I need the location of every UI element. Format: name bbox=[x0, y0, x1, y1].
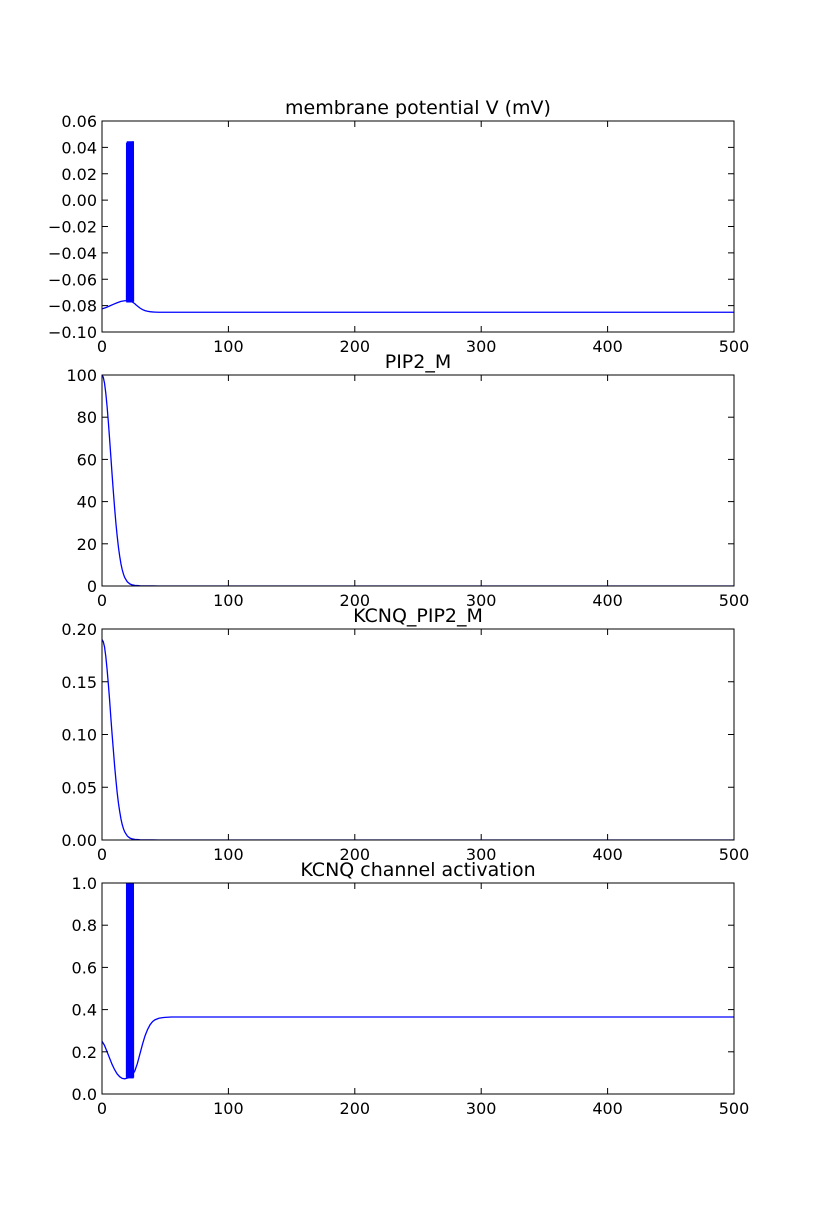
subplot-2-data bbox=[102, 375, 734, 586]
subplot-2-series-line bbox=[102, 375, 734, 586]
subplot-3-data bbox=[102, 639, 734, 840]
subplot-1-data bbox=[102, 141, 734, 313]
subplot-1-title: membrane potential V (mV) bbox=[285, 97, 551, 119]
subplot-3-ytick-label: 0.10 bbox=[61, 726, 97, 745]
subplot-3-ytick-label: 0.15 bbox=[61, 673, 97, 692]
subplot-3-axes-frame bbox=[101, 628, 735, 841]
subplot-1-axes-frame bbox=[101, 120, 735, 333]
subplot-2-ytick-label: 20 bbox=[77, 535, 97, 554]
subplot-1-xtick-label: 500 bbox=[719, 337, 750, 356]
subplot-1-ytick-label: −0.08 bbox=[48, 297, 97, 316]
subplot-4-ytick-label: 0.8 bbox=[72, 916, 97, 935]
subplot-4-ytick-label: 0.4 bbox=[72, 1001, 97, 1020]
subplot-2-ytick-label: 60 bbox=[77, 450, 97, 469]
subplot-3-ytick-label: 0.20 bbox=[61, 620, 97, 639]
subplot-1-xtick-label: 0 bbox=[97, 337, 107, 356]
subplot-1-xtick-label: 300 bbox=[466, 337, 497, 356]
subplot-3-ytick-label: 0.00 bbox=[61, 831, 97, 850]
subplot-1-ytick-label: −0.06 bbox=[48, 270, 97, 289]
subplot-4-xtick-label: 200 bbox=[340, 1099, 371, 1118]
subplot-2-xtick-label: 100 bbox=[213, 591, 244, 610]
subplot-1-ytick-label: 0.06 bbox=[61, 112, 97, 131]
subplot-4-spike-9 bbox=[132, 883, 135, 1079]
subplot-3-series-line bbox=[102, 639, 734, 840]
subplot-2-xtick-label: 500 bbox=[719, 591, 750, 610]
subplot-3-xtick-label: 400 bbox=[592, 845, 623, 864]
subplot-2-ytick-label: 80 bbox=[77, 408, 97, 427]
subplot-3-xtick-label: 100 bbox=[213, 845, 244, 864]
subplot-4-xtick-label: 500 bbox=[719, 1099, 750, 1118]
subplot-1-spike-train bbox=[125, 141, 135, 303]
subplot-2-ytick-label: 100 bbox=[66, 366, 97, 385]
subplot-3-ytick-label: 0.05 bbox=[61, 778, 97, 797]
subplot-4-series-line bbox=[102, 1016, 734, 1080]
subplot-4: 0 100 200 300 400 500 0.0 0.2 0.4 0.6 0.8 1.0 KCNQ c… bbox=[72, 859, 750, 1118]
subplot-1-ytick-label: −0.02 bbox=[48, 218, 97, 237]
subplot-4-xtick-label: 0 bbox=[97, 1099, 107, 1118]
subplot-3-title: KCNQ_PIP2_M bbox=[353, 605, 483, 627]
subplot-4-ytick-label: 0.0 bbox=[72, 1085, 97, 1104]
subplot-2-xtick-label: 200 bbox=[340, 591, 371, 610]
subplot-1-ytick-label: 0.02 bbox=[61, 165, 97, 184]
subplot-4-ytick-label: 0.6 bbox=[72, 958, 97, 977]
subplot-2-xtick-label: 0 bbox=[97, 591, 107, 610]
subplot-2-xtick-label: 400 bbox=[592, 591, 623, 610]
subplot-4-xtick-label: 400 bbox=[592, 1099, 623, 1118]
subplot-1-xtick-label: 100 bbox=[213, 337, 244, 356]
subplot-4-data bbox=[102, 883, 734, 1080]
subplot-4-spike-train bbox=[125, 883, 135, 1079]
subplot-4-axes-frame bbox=[101, 882, 735, 1095]
subplot-1-xtick-label: 400 bbox=[592, 337, 623, 356]
subplot-1-ytick-label: −0.04 bbox=[48, 244, 97, 263]
subplot-2-axes-frame bbox=[101, 374, 735, 587]
subplot-2: 0 100 200 300 400 500 0 20 40 60 80 100 PIP2_M bbox=[66, 351, 749, 610]
subplot-4-xtick-label: 100 bbox=[213, 1099, 244, 1118]
subplot-3-xtick-label: 200 bbox=[340, 845, 371, 864]
subplot-2-ytick-label: 40 bbox=[77, 493, 97, 512]
subplot-2-xtick-label: 300 bbox=[466, 591, 497, 610]
subplot-1-ytick-label: 0.00 bbox=[61, 191, 97, 210]
subplot-1-ytick-label: −0.10 bbox=[48, 323, 97, 342]
subplot-1-spike-9 bbox=[132, 141, 135, 303]
subplot-4-xtick-label: 300 bbox=[466, 1099, 497, 1118]
subplot-4-title: KCNQ channel activation bbox=[300, 859, 535, 881]
subplot-1-xtick-label: 200 bbox=[340, 337, 371, 356]
subplot-3-xtick-label: 300 bbox=[466, 845, 497, 864]
subplot-3-xtick-label: 0 bbox=[97, 845, 107, 864]
subplot-1: 0 100 200 300 400 500 −0.10 −0.08 −0.06 −0.04 −0.0… bbox=[48, 97, 749, 356]
subplot-1-series-line bbox=[102, 300, 734, 313]
subplot-1-ytick-label: 0.04 bbox=[61, 138, 97, 157]
subplot-2-title: PIP2_M bbox=[385, 351, 452, 373]
subplot-4-ytick-label: 1.0 bbox=[72, 874, 97, 893]
subplot-3: 0 100 200 300 400 500 0.00 0.05 0.10 0.15 0.20 KCNQ… bbox=[61, 605, 749, 864]
subplot-4-ytick-label: 0.2 bbox=[72, 1043, 97, 1062]
subplot-2-ytick-label: 0 bbox=[87, 577, 97, 596]
subplot-3-xtick-label: 500 bbox=[719, 845, 750, 864]
